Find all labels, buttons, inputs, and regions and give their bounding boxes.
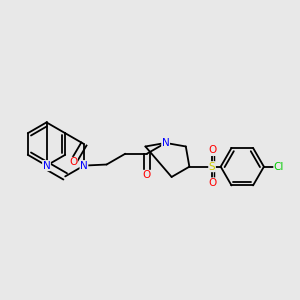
Text: N: N xyxy=(80,160,88,171)
Text: O: O xyxy=(143,170,151,180)
Text: S: S xyxy=(209,162,215,172)
Text: O: O xyxy=(69,158,77,167)
Text: Cl: Cl xyxy=(274,162,284,172)
Text: N: N xyxy=(162,138,170,148)
Text: N: N xyxy=(43,160,50,171)
Text: O: O xyxy=(208,146,216,155)
Text: O: O xyxy=(208,178,216,188)
